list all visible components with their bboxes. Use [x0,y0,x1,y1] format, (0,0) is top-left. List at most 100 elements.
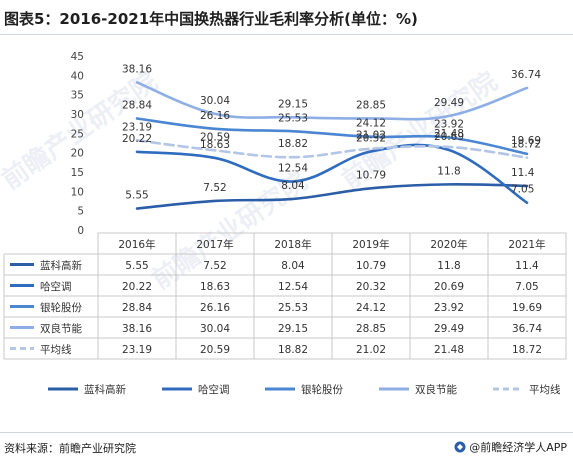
legend-label: 蓝科高新 [84,383,126,396]
data-label: 20.69 [434,131,464,143]
source-note: 资料来源：前瞻产业研究院 [4,442,136,455]
data-labels-layer: 5.55 7.52 8.04 10.79 11.8 11.4 20.22 18.63 12.54… [122,63,541,201]
table-cell: 18.82 [278,344,308,356]
category-label: 2019年 [352,238,389,251]
table-cell: 8.04 [281,260,305,272]
category-label: 2020年 [430,238,467,251]
data-label: 29.49 [434,97,464,109]
table-series-name: 双良节能 [40,322,82,335]
table-cell: 18.63 [200,281,230,293]
series-layer [135,81,529,210]
data-label: 11.8 [437,165,460,177]
chart-title: 图表5：2016-2021年中国换热器行业毛利率分析(单位：%) [4,10,418,28]
y-tick-label: 30 [71,109,84,121]
series-line-1 [135,183,529,210]
legend-label: 双良节能 [415,383,457,396]
table-cell: 21.02 [356,344,386,356]
category-label: 2017年 [196,238,233,251]
table-cell: 12.54 [278,281,308,293]
legend-label: 哈空调 [198,383,230,396]
category-label: 2018年 [274,238,311,251]
data-label: 18.82 [278,138,308,150]
data-label: 36.74 [511,69,541,81]
y-tick-label: 0 [77,225,84,237]
table-cell: 24.12 [356,302,386,314]
data-label: 7.05 [511,184,534,196]
table-cell: 38.16 [122,323,152,335]
brand-text: @前瞻经济学人APP [469,441,567,454]
data-label: 5.55 [125,190,148,202]
table-series-name: 银轮股份 [40,301,82,314]
table-cell: 7.52 [203,260,226,272]
table-cell: 11.8 [437,260,460,272]
table-cell: 26.16 [200,302,230,314]
footer-divider [0,432,573,433]
y-tick-label: 15 [71,167,84,179]
series-line-3 [135,117,529,156]
table-cell: 29.15 [278,323,308,335]
table-cell: 30.04 [200,323,230,335]
data-label: 23.92 [434,119,464,131]
data-label: 11.4 [511,167,535,179]
data-label: 8.04 [281,180,305,192]
data-label: 20.59 [200,131,230,143]
data-label: 21.02 [356,130,386,142]
category-label: 2016年 [118,238,155,251]
data-label: 23.19 [122,121,152,133]
y-tick-label: 35 [71,90,84,102]
data-label: 21.48 [434,128,464,140]
data-label: 28.85 [356,99,386,111]
table-cell: 20.22 [122,281,152,293]
table-cell: 7.05 [515,281,538,293]
y-tick-label: 25 [71,128,84,140]
series-line-4 [135,81,529,121]
table-cell: 21.48 [434,344,464,356]
y-tick-label: 5 [77,206,84,218]
table-cell: 11.4 [515,260,539,272]
data-label: 12.54 [278,163,308,175]
table-series-name: 哈空调 [40,280,72,293]
data-label: 24.12 [356,118,386,130]
table-cell: 29.49 [434,323,464,335]
data-label: 20.32 [356,132,386,144]
legend-label: 平均线 [529,383,561,396]
table-cell: 20.59 [200,344,230,356]
table-cell: 20.32 [356,281,386,293]
series-line-5 [135,139,529,159]
brand-logo-icon [454,441,466,453]
table-cell: 23.19 [122,344,152,356]
table-cell: 28.85 [356,323,386,335]
chart-axes: 0 5 10 15 20 25 30 35 40 45 [71,51,84,237]
table-cell: 20.69 [434,281,464,293]
data-label: 18.63 [200,139,230,151]
y-tick-label: 10 [71,186,84,198]
y-tick-label: 20 [71,148,84,160]
table-cell: 28.84 [122,302,152,314]
data-label: 38.16 [122,63,152,75]
data-label: 10.79 [356,169,386,181]
table-series-name: 平均线 [40,343,72,356]
data-label: 25.53 [278,112,308,124]
table-series-name: 蓝科高新 [40,259,82,272]
table-cell: 18.72 [512,344,542,356]
series-line-2 [135,143,529,205]
category-label: 2021年 [508,238,545,251]
table-cell: 19.69 [512,302,542,314]
y-tick-label: 45 [71,51,84,63]
data-label: 20.22 [122,133,152,145]
table-cell: 23.92 [434,302,464,314]
legend-label: 银轮股份 [301,383,343,396]
table-cell: 5.55 [125,260,148,272]
table-cell: 10.79 [356,260,386,272]
title-divider [0,34,573,35]
data-label: 7.52 [203,182,226,194]
data-label: 18.72 [511,139,541,151]
y-tick-label: 40 [71,70,84,82]
table-cell: 36.74 [512,323,542,335]
data-label: 28.84 [122,99,152,111]
table-cell: 25.53 [278,302,308,314]
data-label: 19.69 [511,135,541,147]
legend: 蓝科高新 哈空调 银轮股份 双良节能 平均线 [48,383,561,396]
